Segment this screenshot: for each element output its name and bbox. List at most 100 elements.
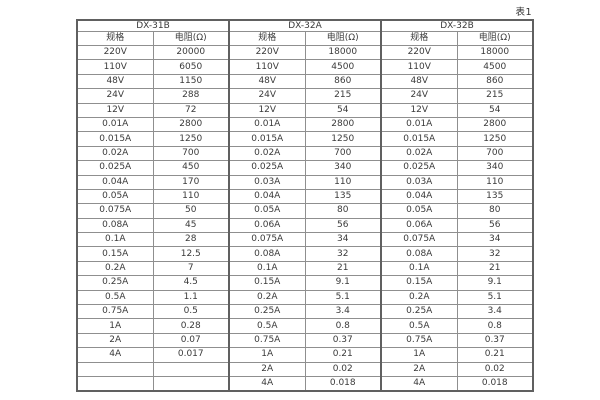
resistance-cell: 18000 [456, 44, 534, 61]
table-row: 0.2A 7 0.1A 21 0.1A 21 [76, 260, 534, 277]
spec-cell: 0.5A [380, 318, 458, 334]
spec-cell: 0.05A [228, 203, 306, 219]
spec-cell: 48V [76, 73, 154, 90]
resistance-cell: 170 [152, 174, 230, 190]
spec-cell: 0.15A [380, 275, 458, 291]
table-row: 0.15A 12.5 0.08A 32 0.08A 32 [76, 246, 534, 262]
resistance-cell: 0.8 [456, 318, 534, 334]
spec-cell: 0.03A [228, 174, 306, 190]
resistance-cell: 1250 [456, 131, 534, 147]
resistance-cell: 0.02 [304, 361, 382, 377]
table-row: 0.02A 700 0.02A 700 0.02A 700 [76, 145, 534, 162]
spec-cell: 0.01A [380, 116, 458, 133]
resistance-cell: 340 [456, 160, 534, 176]
spec-cell: 0.08A [228, 246, 306, 262]
table-row: 0.015A 1250 0.015A 1250 0.015A 1250 [76, 131, 534, 147]
spec-cell: 110V [380, 59, 458, 75]
resistance-cell: 18000 [304, 44, 382, 61]
resistance-cell: 0.21 [456, 347, 534, 363]
spec-cell: 220V [76, 44, 154, 61]
spec-cell: 0.04A [76, 174, 154, 190]
resistance-cell: 0.02 [456, 361, 534, 377]
spec-cell: 0.015A [76, 131, 154, 147]
resistance-cell: 54 [304, 102, 382, 118]
table-row: 1A 0.28 0.5A 0.8 0.5A 0.8 [76, 318, 534, 334]
spec-table-body: 220V 20000 220V 18000 220V 18000 110V 6050 110V 4… [76, 44, 534, 392]
resistance-cell: 28 [152, 232, 230, 248]
resistance-cell: 56 [304, 217, 382, 234]
spec-cell: 0.075A [380, 232, 458, 248]
spec-cell: 0.06A [228, 217, 306, 234]
resistance-cell: 0.018 [304, 375, 382, 392]
spec-cell: 0.02A [380, 145, 458, 162]
spec-cell: 0.75A [228, 332, 306, 349]
table-row: 12V 72 12V 54 12V 54 [76, 102, 534, 118]
spec-cell: 0.75A [380, 332, 458, 349]
spec-cell: 0.2A [76, 260, 154, 277]
resistance-cell: 215 [304, 88, 382, 104]
spec-cell: 0.1A [228, 260, 306, 277]
resistance-cell: 110 [152, 188, 230, 205]
table-row: 4A 0.018 4A 0.018 [76, 375, 534, 392]
resistance-cell: 0.21 [304, 347, 382, 363]
resistance-cell: 1250 [304, 131, 382, 147]
resistance-cell: 860 [304, 73, 382, 90]
resistance-cell: 0.37 [304, 332, 382, 349]
resistance-col-header: 电阻(Ω) [304, 31, 382, 46]
table-row: 0.25A 4.5 0.15A 9.1 0.15A 9.1 [76, 275, 534, 291]
spec-table: DX-31B DX-32A DX-32B 规格 电阻(Ω) 规格 电阻(Ω) 规格 电阻(Ω) … [76, 19, 534, 393]
spec-cell: 220V [380, 44, 458, 61]
spec-cell: 0.06A [380, 217, 458, 234]
table-row: 0.05A 110 0.04A 135 0.04A 135 [76, 188, 534, 205]
resistance-cell: 2800 [304, 116, 382, 133]
resistance-cell: 80 [304, 203, 382, 219]
spec-cell: 110V [228, 59, 306, 75]
spec-cell: 0.25A [380, 304, 458, 320]
resistance-col-header: 电阻(Ω) [456, 31, 534, 46]
spec-cell: 2A [380, 361, 458, 377]
resistance-cell: 21 [304, 260, 382, 277]
resistance-cell: 3.4 [304, 304, 382, 320]
resistance-cell: 1250 [152, 131, 230, 147]
spec-cell: 1A [228, 347, 306, 363]
spec-cell: 1A [380, 347, 458, 363]
resistance-cell: 700 [152, 145, 230, 162]
spec-cell: 0.075A [228, 232, 306, 248]
spec-cell: 0.05A [380, 203, 458, 219]
resistance-col-header: 电阻(Ω) [152, 31, 230, 46]
spec-cell: 0.015A [228, 131, 306, 147]
spec-cell: 1A [76, 318, 154, 334]
resistance-cell: 21 [456, 260, 534, 277]
table-row: 0.01A 2800 0.01A 2800 0.01A 2800 [76, 116, 534, 133]
table-caption: 表1 [515, 7, 532, 18]
spec-cell: 4A [380, 375, 458, 392]
spec-cell: 48V [228, 73, 306, 90]
resistance-cell: 12.5 [152, 246, 230, 262]
resistance-cell: 80 [456, 203, 534, 219]
resistance-cell: 288 [152, 88, 230, 104]
spec-cell: 12V [76, 102, 154, 118]
resistance-cell: 110 [304, 174, 382, 190]
resistance-cell: 1150 [152, 73, 230, 90]
resistance-cell: 215 [456, 88, 534, 104]
resistance-cell: 700 [304, 145, 382, 162]
spec-cell: 24V [228, 88, 306, 104]
table-row: 0.075A 50 0.05A 80 0.05A 80 [76, 203, 534, 219]
resistance-cell: 9.1 [304, 275, 382, 291]
resistance-cell: 700 [456, 145, 534, 162]
resistance-cell [152, 361, 230, 377]
table-row: 24V 288 24V 215 24V 215 [76, 88, 534, 104]
resistance-cell: 4.5 [152, 275, 230, 291]
resistance-cell: 72 [152, 102, 230, 118]
spec-cell: 0.1A [380, 260, 458, 277]
spec-cell: 0.08A [380, 246, 458, 262]
spec-cell: 0.75A [76, 304, 154, 320]
resistance-cell: 0.017 [152, 347, 230, 363]
group-title: DX-32A [228, 19, 382, 32]
spec-cell: 12V [380, 102, 458, 118]
table-row: 0.5A 1.1 0.2A 5.1 0.2A 5.1 [76, 289, 534, 306]
spec-cell: 0.05A [76, 188, 154, 205]
resistance-cell: 6050 [152, 59, 230, 75]
spec-cell: 0.1A [76, 232, 154, 248]
resistance-cell: 9.1 [456, 275, 534, 291]
